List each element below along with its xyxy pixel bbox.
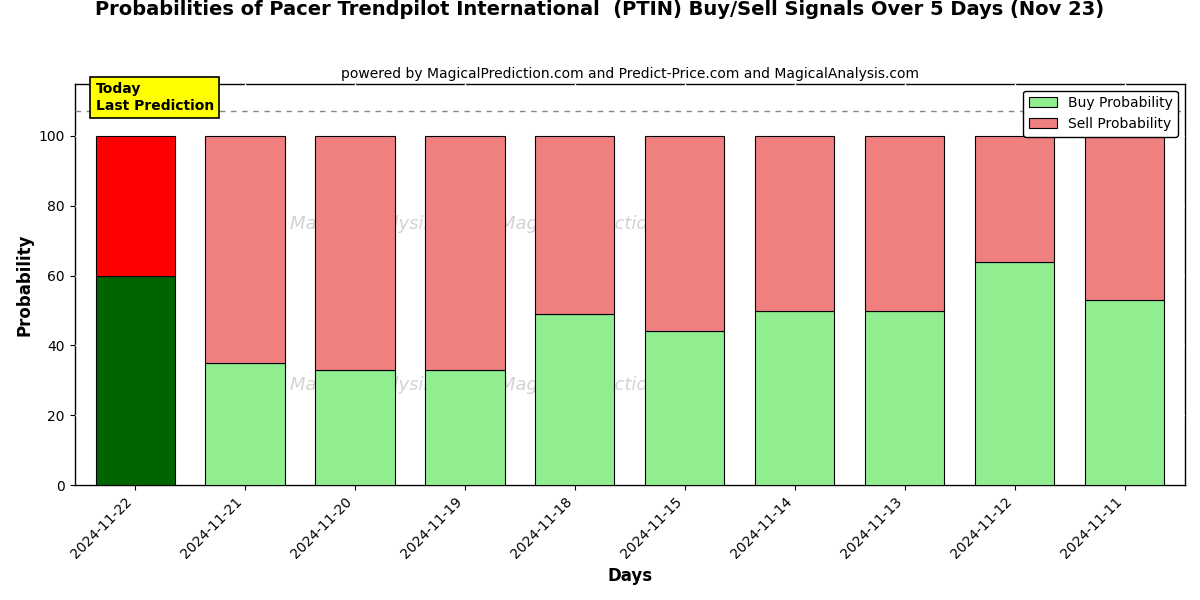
Bar [316,370,395,485]
Title: powered by MagicalPrediction.com and Predict-Price.com and MagicalAnalysis.com: powered by MagicalPrediction.com and Pre… [341,67,919,81]
Legend: Buy Probability, Sell Probability: Buy Probability, Sell Probability [1024,91,1178,137]
Bar [755,136,834,311]
Bar [425,370,504,485]
Y-axis label: Probability: Probability [16,233,34,335]
Bar [205,136,284,363]
Bar [976,136,1054,262]
X-axis label: Days: Days [607,567,653,585]
Bar [865,311,944,485]
Bar [316,136,395,370]
Bar [535,136,614,314]
Text: MagicalAnalysis.com    MagicalPrediction.com: MagicalAnalysis.com MagicalPrediction.co… [290,376,703,394]
Text: Today
Last Prediction: Today Last Prediction [96,82,214,113]
Text: Probabilities of Pacer Trendpilot International  (PTIN) Buy/Sell Signals Over 5 : Probabilities of Pacer Trendpilot Intern… [96,0,1104,19]
Bar [755,311,834,485]
Bar [646,331,725,485]
Bar [425,136,504,370]
Bar [976,262,1054,485]
Text: MagicalAnalysis.com    MagicalPrediction.com: MagicalAnalysis.com MagicalPrediction.co… [290,215,703,233]
Bar [865,136,944,311]
Bar [535,314,614,485]
Bar [96,275,175,485]
Bar [205,363,284,485]
Bar [1085,136,1164,300]
Bar [1085,300,1164,485]
Bar [96,136,175,275]
Bar [646,136,725,331]
